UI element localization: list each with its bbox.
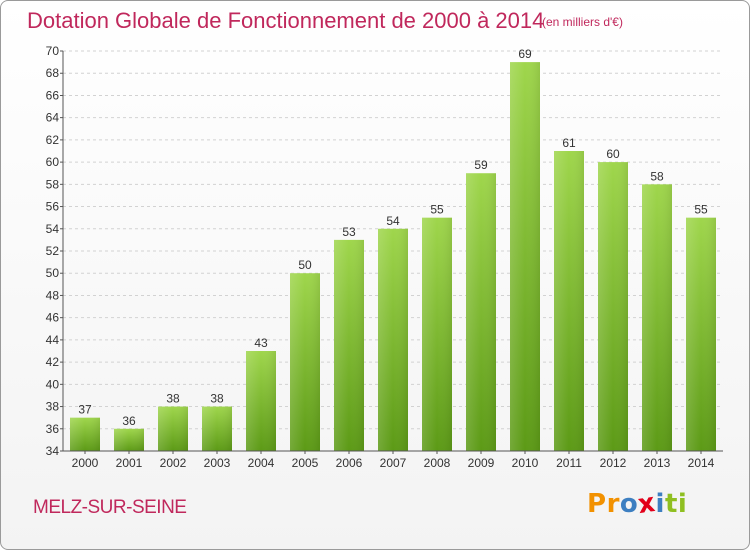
axes: 34 36 38 40 42 44 46 48 50 52 54 56 58 60 62 64 66 68 70 20… bbox=[46, 44, 723, 470]
y-tick-label: 68 bbox=[46, 66, 60, 80]
commune-name: MELZ-SUR-SEINE bbox=[33, 497, 187, 518]
y-tick-label: 54 bbox=[46, 222, 60, 236]
bar-shine bbox=[202, 406, 232, 451]
x-tick-label: 2005 bbox=[292, 456, 319, 470]
x-tick-label: 2004 bbox=[248, 456, 275, 470]
bar-shine bbox=[466, 173, 496, 451]
bar-value-label: 69 bbox=[518, 47, 532, 61]
bar-shine bbox=[642, 184, 672, 452]
y-tick-label: 46 bbox=[46, 311, 60, 325]
bar-value-label: 61 bbox=[562, 136, 576, 150]
x-tick-label: 2011 bbox=[556, 456, 582, 470]
y-tick-label: 48 bbox=[46, 288, 60, 302]
logo-letter: o bbox=[619, 489, 639, 519]
y-tick-label: 62 bbox=[46, 133, 60, 147]
bar-value-label: 38 bbox=[210, 392, 224, 406]
bar-value-label: 58 bbox=[650, 169, 664, 183]
bar-shine bbox=[334, 239, 364, 451]
bar-value-label: 55 bbox=[694, 203, 708, 217]
y-tick-label: 52 bbox=[46, 244, 60, 258]
bar-shine bbox=[378, 228, 408, 451]
x-tick-label: 2012 bbox=[600, 456, 627, 470]
bar-shine bbox=[510, 62, 540, 451]
x-tick-label: 2010 bbox=[512, 456, 539, 470]
y-tick-label: 58 bbox=[46, 177, 60, 191]
y-tick-label: 50 bbox=[46, 266, 60, 280]
bar-shine bbox=[246, 351, 276, 451]
bar-value-label: 53 bbox=[342, 225, 356, 239]
x-tick-label: 2014 bbox=[688, 456, 715, 470]
chart-title: Dotation Globale de Fonctionnement de 20… bbox=[27, 8, 545, 33]
proxiti-logo[interactable]: Proxiti bbox=[587, 487, 688, 521]
x-tick-label: 2008 bbox=[424, 456, 451, 470]
y-tick-label: 44 bbox=[46, 333, 60, 347]
logo-letter: P bbox=[587, 489, 607, 519]
y-tick-label: 42 bbox=[46, 355, 60, 369]
bar-shine bbox=[158, 406, 188, 451]
bar-value-label: 54 bbox=[386, 214, 400, 228]
bar-value-label: 55 bbox=[430, 203, 444, 217]
bar-value-label: 38 bbox=[166, 392, 180, 406]
chart-unit-label: (en milliers d'€) bbox=[542, 15, 623, 29]
bar-value-label: 36 bbox=[122, 414, 136, 428]
bar-value-label: 59 bbox=[474, 158, 488, 172]
bar-value-label: 43 bbox=[254, 336, 268, 350]
x-tick-label: 2006 bbox=[336, 456, 363, 470]
bars: 37 36 38 38 43 50 53 54 55 59 69 61 60 58 55 bbox=[70, 47, 716, 452]
x-tick-label: 2007 bbox=[380, 456, 407, 470]
logo-letter: r bbox=[606, 489, 620, 519]
y-tick-label: 38 bbox=[46, 400, 60, 414]
y-tick-label: 56 bbox=[46, 200, 60, 214]
logo-letter: x bbox=[636, 487, 658, 521]
y-tick-label: 64 bbox=[46, 111, 60, 125]
y-tick-label: 40 bbox=[46, 377, 60, 391]
y-tick-label: 66 bbox=[46, 88, 60, 102]
y-tick-label: 36 bbox=[46, 422, 60, 436]
bar-shine bbox=[290, 273, 320, 451]
bar-shine bbox=[598, 162, 628, 451]
bar-shine bbox=[70, 417, 100, 451]
x-tick-label: 2003 bbox=[204, 456, 231, 470]
bar-shine bbox=[422, 217, 452, 451]
x-tick-label: 2000 bbox=[72, 456, 99, 470]
bar-value-label: 50 bbox=[298, 258, 312, 272]
x-tick-label: 2002 bbox=[160, 456, 187, 470]
y-tick-label: 60 bbox=[46, 155, 60, 169]
logo-letter: i bbox=[677, 489, 688, 519]
bar-value-label: 37 bbox=[78, 403, 92, 417]
bar-shine bbox=[686, 217, 716, 451]
x-tick-label: 2001 bbox=[116, 456, 143, 470]
x-tick-label: 2013 bbox=[644, 456, 671, 470]
bar-shine bbox=[554, 151, 584, 451]
logo-letter: t bbox=[664, 489, 678, 519]
y-tick-label: 70 bbox=[46, 44, 60, 58]
bar-shine bbox=[114, 428, 144, 451]
y-tick-label: 34 bbox=[46, 444, 60, 458]
x-tick-label: 2009 bbox=[468, 456, 495, 470]
logo-letter: i bbox=[655, 489, 665, 519]
bar-value-label: 60 bbox=[606, 147, 620, 161]
